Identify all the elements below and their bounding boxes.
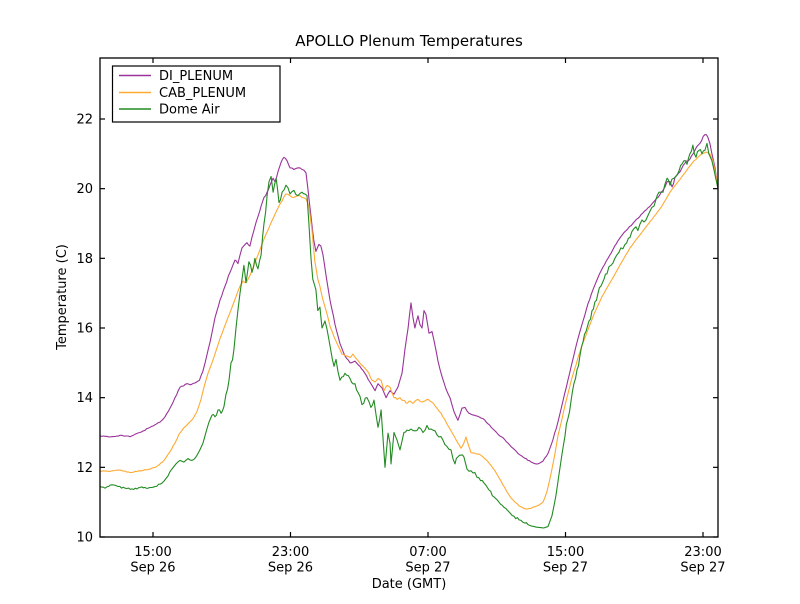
legend-label-dome-air: Dome Air: [159, 103, 220, 118]
y-tick-label: 16: [76, 322, 93, 337]
y-tick-label: 14: [76, 391, 93, 406]
legend: DI_PLENUM CAB_PLENUM Dome Air: [111, 65, 281, 123]
legend-label-di-plenum: DI_PLENUM: [159, 69, 233, 84]
y-tick-label: 18: [76, 252, 93, 267]
series-line-di-plenum: [100, 134, 718, 465]
y-tick-label: 10: [76, 531, 93, 546]
x-tick-date: Sep 26: [130, 561, 175, 576]
chart-title: APOLLO Plenum Temperatures: [295, 32, 523, 50]
plot-area-border: [99, 57, 719, 538]
x-tick-time: 23:00: [684, 545, 721, 560]
x-tick-time: 07:00: [409, 545, 446, 560]
x-tick-date: Sep 27: [680, 561, 725, 576]
x-tick-time: 15:00: [134, 545, 171, 560]
x-tick-date: Sep 26: [268, 561, 313, 576]
y-tick-label: 20: [76, 182, 93, 197]
series-lines: [100, 134, 718, 529]
x-axis-label: Date (GMT): [372, 577, 447, 592]
x-tick-date: Sep 27: [405, 561, 450, 576]
x-tick-time: 23:00: [272, 545, 309, 560]
series-line-cab-plenum: [100, 151, 718, 510]
y-tick-label: 22: [76, 113, 93, 128]
series-line-dome-air: [100, 142, 718, 529]
legend-label-cab-plenum: CAB_PLENUM: [159, 86, 246, 101]
x-tick-labels: 15:00 Sep 26 23:00 Sep 26 07:00 Sep 27 1…: [130, 545, 725, 576]
y-tick-label: 12: [76, 461, 93, 476]
axis-ticks: [100, 58, 718, 538]
y-axis-label: Temperature (C): [55, 244, 70, 351]
y-tick-labels: 10 12 14 16 18 20 22: [76, 113, 93, 546]
x-tick-date: Sep 27: [543, 561, 588, 576]
x-tick-time: 15:00: [547, 545, 584, 560]
